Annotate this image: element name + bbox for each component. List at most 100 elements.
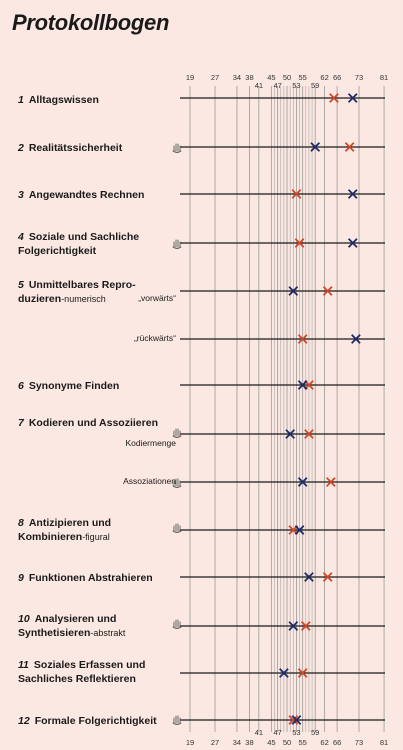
blue-cross-mark bbox=[347, 93, 358, 103]
hand-icon bbox=[172, 428, 182, 438]
row-name: Soziale und Sachliche bbox=[28, 231, 140, 243]
row-number: 2 bbox=[18, 142, 24, 154]
hand-icon-shape bbox=[172, 478, 182, 488]
blue-cross-mark bbox=[297, 477, 308, 487]
row-number: 5 bbox=[18, 279, 24, 291]
row-name: Kodieren und Assoziieren bbox=[28, 417, 158, 429]
red-cross-mark bbox=[288, 715, 299, 725]
tick-label-top: 66 bbox=[333, 73, 341, 82]
tick-label-bottom: 66 bbox=[333, 738, 341, 747]
row-number: 1 bbox=[18, 94, 24, 106]
tick-label-bottom: 81 bbox=[380, 738, 388, 747]
blue-cross-mark bbox=[279, 668, 289, 678]
row-name: Soziales Erfassen und bbox=[33, 659, 146, 671]
blue-cross-mark bbox=[285, 429, 295, 439]
row-tag: Assoziationen bbox=[123, 476, 176, 486]
tick-label-top: 53 bbox=[292, 81, 300, 90]
hand-icon bbox=[172, 239, 182, 249]
tick-label-top: 59 bbox=[311, 81, 319, 90]
row-number: 4 bbox=[18, 231, 24, 243]
tick-label-top: 50 bbox=[283, 73, 291, 82]
tick-label-top: 62 bbox=[320, 73, 328, 82]
row-number: 11 bbox=[18, 659, 29, 671]
hand-icon bbox=[172, 143, 182, 153]
row-label: 6 Synonyme Finden bbox=[18, 379, 119, 393]
red-cross-mark bbox=[297, 334, 308, 344]
tick-label-top: 19 bbox=[186, 73, 194, 82]
row-subtype: -abstrakt bbox=[90, 628, 126, 638]
tick-label-top: 41 bbox=[255, 81, 263, 90]
row-tag: „rückwärts“ bbox=[133, 333, 176, 343]
row-number: 7 bbox=[18, 417, 24, 429]
tick-label-bottom: 50 bbox=[283, 738, 291, 747]
tick-label-top: 38 bbox=[245, 73, 253, 82]
row-number: 10 bbox=[18, 613, 30, 625]
row-name: Analysieren und bbox=[34, 613, 117, 625]
row-label: 5 Unmittelbares Repro-duzieren-numerisch bbox=[18, 278, 136, 306]
tick-label-top: 81 bbox=[380, 73, 388, 82]
hand-icon bbox=[172, 478, 182, 488]
row-name: Synonyme Finden bbox=[28, 380, 120, 392]
red-cross-mark bbox=[304, 429, 314, 439]
tick-label-bottom: 73 bbox=[355, 738, 363, 747]
row-name: Angewandtes Rechnen bbox=[28, 189, 145, 201]
row-name: Antizipieren und bbox=[28, 517, 112, 529]
tick-label-top: 73 bbox=[355, 73, 363, 82]
row-subtype: -numerisch bbox=[61, 294, 106, 304]
tick-label-top: 47 bbox=[273, 81, 281, 90]
tick-label-top: 55 bbox=[299, 73, 307, 82]
red-cross-mark bbox=[300, 621, 311, 631]
hand-icon bbox=[172, 715, 182, 725]
row-label: 8 Antizipieren und Kombinieren-figural bbox=[18, 516, 111, 544]
hand-icon-shape bbox=[172, 715, 182, 725]
red-cross-mark bbox=[322, 572, 333, 582]
blue-cross-mark bbox=[304, 572, 314, 582]
row-number: 3 bbox=[18, 189, 24, 201]
hand-icon-shape bbox=[172, 143, 182, 153]
tick-label-top: 27 bbox=[211, 73, 219, 82]
blue-cross-mark bbox=[291, 715, 302, 725]
tick-label-bottom: 38 bbox=[245, 738, 253, 747]
row-name: Synthetisieren bbox=[18, 627, 91, 639]
tick-label-bottom: 45 bbox=[267, 738, 275, 747]
row-tag: „vorwärts“ bbox=[138, 293, 176, 303]
row-subtype: -figural bbox=[82, 532, 110, 542]
blue-cross-mark bbox=[288, 286, 299, 296]
blue-cross-mark bbox=[310, 142, 321, 152]
red-cross-mark bbox=[329, 93, 339, 103]
tick-label-bottom: 47 bbox=[273, 728, 281, 737]
row-label: 9 Funktionen Abstrahieren bbox=[18, 571, 153, 585]
row-name: Realitätssicherheit bbox=[28, 142, 123, 154]
row-name: Alltagswissen bbox=[28, 94, 99, 106]
blue-cross-mark bbox=[347, 189, 358, 199]
row-name: Folgerichtigkeit bbox=[18, 245, 97, 257]
row-label: 11 Soziales Erfassen und Sachliches Reflek… bbox=[18, 658, 145, 686]
row-name: Formale Folgerichtigkeit bbox=[34, 715, 157, 727]
row-label: 7 Kodieren und Assoziieren bbox=[18, 416, 158, 430]
red-cross-mark bbox=[291, 189, 302, 199]
row-label: 3 Angewandtes Rechnen bbox=[18, 188, 144, 202]
hand-icon-shape bbox=[172, 619, 182, 629]
tick-label-bottom: 27 bbox=[211, 738, 219, 747]
page-title: Protokollbogen bbox=[12, 10, 170, 35]
tick-label-bottom: 34 bbox=[233, 738, 241, 747]
row-label: 4 Soziale und Sachliche Folgerichtigkeit bbox=[18, 230, 139, 258]
tick-label-bottom: 19 bbox=[186, 738, 194, 747]
row-label: 1 Alltagswissen bbox=[18, 93, 99, 107]
blue-cross-mark bbox=[288, 621, 299, 631]
hand-icon-shape bbox=[172, 239, 182, 249]
tick-label-bottom: 53 bbox=[292, 728, 300, 737]
row-number: 9 bbox=[18, 572, 24, 584]
hand-icon-shape bbox=[172, 428, 182, 438]
blue-cross-mark bbox=[294, 525, 305, 535]
row-tag: Kodiermenge bbox=[125, 438, 176, 448]
row-label: 2 Realitätssicherheit bbox=[18, 141, 122, 155]
row-name: Funktionen Abstrahieren bbox=[28, 572, 153, 584]
red-cross-mark bbox=[322, 286, 333, 296]
row-name: Unmittelbares Repro- bbox=[28, 279, 136, 291]
blue-cross-mark bbox=[347, 238, 358, 248]
row-name: duzieren bbox=[18, 293, 62, 305]
tick-label-bottom: 62 bbox=[320, 738, 328, 747]
row-name: Sachliches Reflektieren bbox=[18, 673, 136, 685]
